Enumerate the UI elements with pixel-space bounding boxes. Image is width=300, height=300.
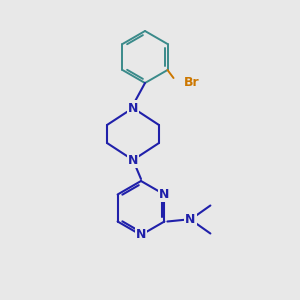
Text: N: N (128, 154, 138, 166)
Text: N: N (185, 213, 196, 226)
Text: N: N (128, 101, 138, 115)
Text: Br: Br (184, 76, 199, 88)
Text: N: N (159, 188, 170, 201)
Text: N: N (136, 229, 146, 242)
